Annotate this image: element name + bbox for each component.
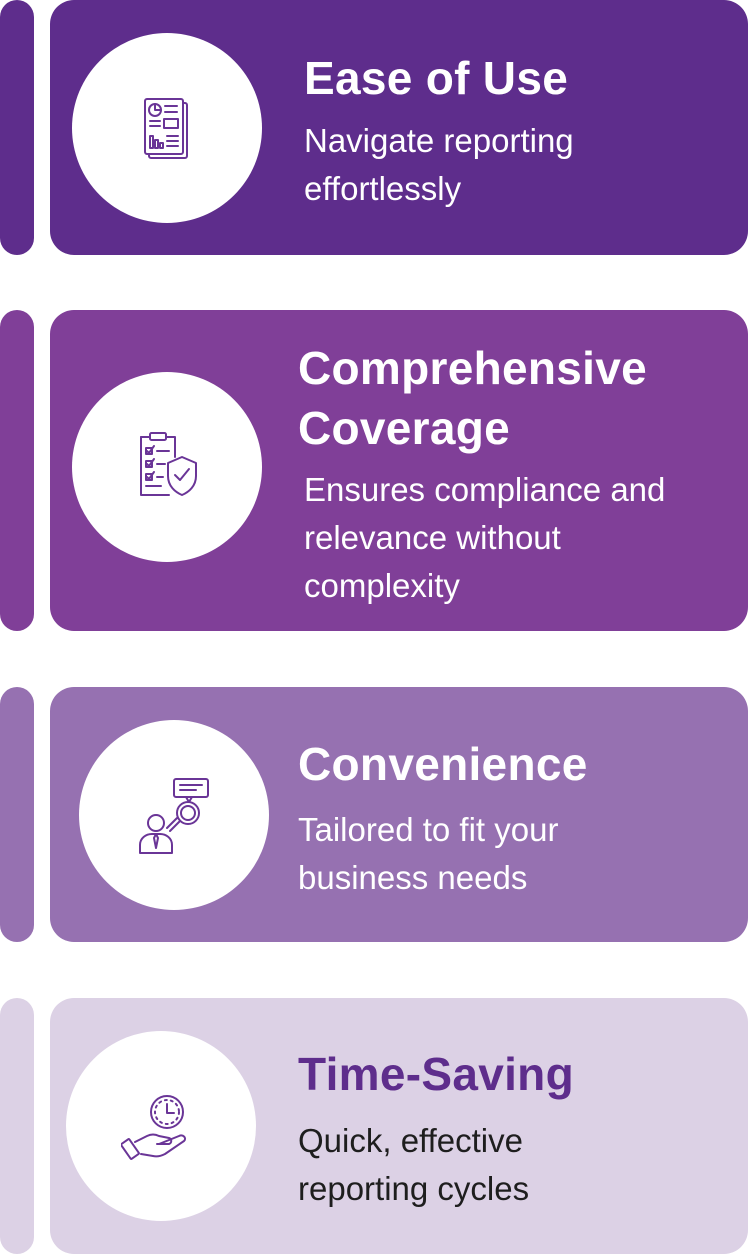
accent-bar (0, 310, 34, 631)
description-line: Navigate reporting (304, 122, 574, 159)
feature-description: Navigate reporting effortlessly (304, 117, 574, 213)
description-line: complexity (304, 567, 460, 604)
description-line: Quick, effective (298, 1122, 523, 1159)
feature-title: Comprehensive Coverage (298, 338, 647, 458)
description-line: Tailored to fit your (298, 811, 559, 848)
description-line: business needs (298, 859, 528, 896)
feature-title: Convenience (298, 738, 588, 790)
title-line: Comprehensive (298, 342, 648, 394)
icon-circle (79, 720, 269, 910)
description-line: reporting cycles (298, 1170, 530, 1207)
accent-bar (0, 998, 34, 1254)
description-line: relevance without (304, 519, 561, 556)
icon-circle (66, 1031, 256, 1221)
report-document-icon (144, 98, 188, 159)
feature-title: Time-Saving (298, 1048, 574, 1100)
description-line: effortlessly (304, 170, 462, 207)
feature-card-ease-of-use: Ease of Use Navigate reporting effortles… (50, 0, 748, 255)
description-line: Ensures compliance and (304, 471, 666, 508)
icon-circle (72, 372, 262, 562)
feature-title: Ease of Use (304, 52, 569, 104)
feature-card-comprehensive-coverage: Comprehensive Coverage Ensures complianc… (50, 310, 748, 631)
icon-circle (72, 33, 262, 223)
feature-description: Quick, effective reporting cycles (298, 1117, 529, 1213)
feature-description: Ensures compliance and relevance without… (304, 466, 665, 610)
compliance-shield-checklist-icon (140, 432, 197, 496)
feature-card-convenience: Convenience Tailored to fit your busines… (50, 687, 748, 942)
clock-in-hand-icon (121, 1095, 187, 1160)
title-line: Coverage (298, 402, 511, 454)
feature-description: Tailored to fit your business needs (298, 806, 558, 902)
accent-bar (0, 687, 34, 942)
feature-card-time-saving: Time-Saving Quick, effective reporting c… (50, 998, 748, 1254)
accent-bar (0, 0, 34, 255)
person-magnifier-icon (139, 778, 209, 854)
